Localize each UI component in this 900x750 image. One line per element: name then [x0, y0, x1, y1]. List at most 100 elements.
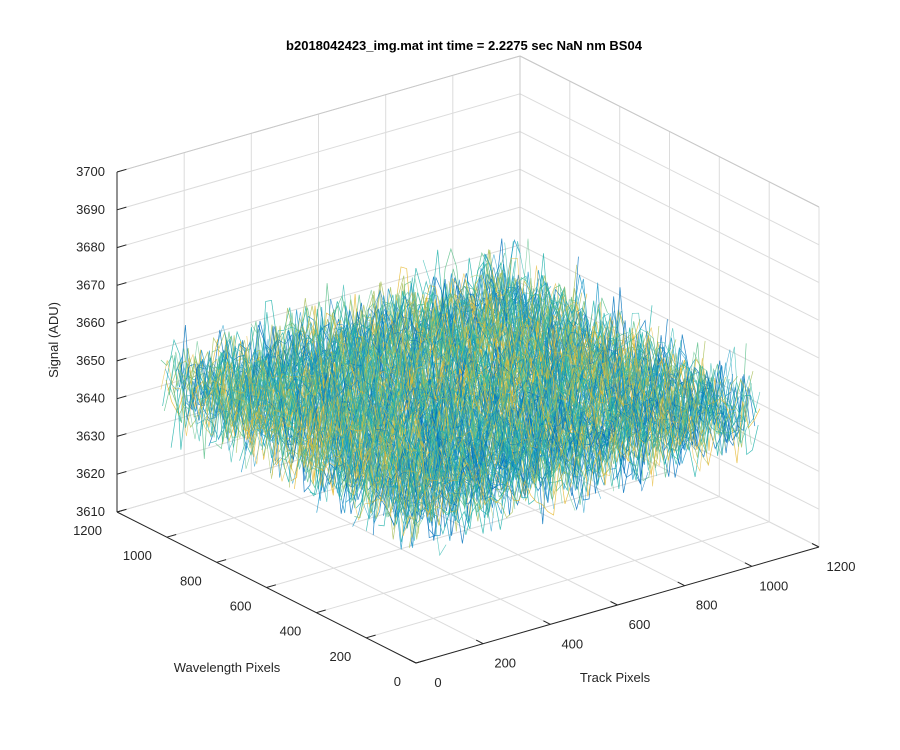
- surface-column-line: [169, 351, 425, 528]
- surface-column-line: [246, 335, 503, 496]
- x-tick-mark: [811, 543, 820, 548]
- surface-column-line: [293, 334, 550, 478]
- surface-column-line: [190, 364, 447, 557]
- x-tick-label: 0: [434, 675, 441, 690]
- z-tick-mark: [116, 471, 127, 475]
- y-tick-label: 1000: [123, 548, 152, 563]
- y-tick-mark: [366, 634, 376, 639]
- y-tick-mark: [316, 609, 326, 614]
- back-wall-grid-line-z: [116, 168, 521, 286]
- side-wall-grid-line-z: [519, 206, 820, 359]
- side-wall-grid-line-z: [519, 93, 820, 246]
- surface-row-line: [300, 321, 646, 473]
- z-tick-label: 3650: [76, 353, 105, 368]
- surface-column-line: [302, 326, 559, 478]
- z-tick-label: 3670: [76, 277, 105, 292]
- surface-column-line: [250, 323, 507, 488]
- surface-column-line: [371, 308, 627, 481]
- y-tick-label: 400: [280, 624, 302, 639]
- surface-column-line: [414, 275, 670, 452]
- z-tick-label: 3640: [76, 391, 105, 406]
- surface-column-line: [164, 367, 421, 522]
- surface-column-line: [203, 356, 460, 522]
- z-tick-label: 3610: [76, 504, 105, 519]
- x-tick-label: 400: [561, 636, 583, 651]
- z-tick-mark: [116, 508, 127, 513]
- surface-column-line: [285, 326, 541, 514]
- z-tick-label: 3690: [76, 202, 105, 217]
- chart-title: b2018042423_img.mat int time = 2.2275 se…: [286, 38, 643, 53]
- surface-row-line: [415, 397, 761, 526]
- z-tick-mark: [116, 357, 127, 362]
- surface-column-line: [500, 275, 756, 443]
- surface-column-line: [173, 362, 430, 525]
- surface-column-line: [199, 365, 455, 523]
- box-edge: [519, 55, 820, 208]
- z-tick-label: 3660: [76, 315, 105, 330]
- side-wall-grid-line-z: [519, 244, 820, 397]
- back-wall-grid-line-z: [116, 206, 521, 324]
- y-axis-label: Wavelength Pixels: [174, 660, 281, 675]
- x-tick-label: 1000: [759, 578, 788, 593]
- y-tick-label: 600: [230, 599, 252, 614]
- surface-column-line: [401, 286, 657, 477]
- surface-column-line: [242, 338, 498, 532]
- floor-grid-line-y: [316, 496, 720, 614]
- x-tick-label: 600: [629, 617, 651, 632]
- z-tick-mark: [116, 206, 127, 211]
- y-tick-mark: [166, 534, 177, 538]
- back-wall-grid-line-z: [116, 93, 521, 211]
- z-tick-mark: [116, 433, 127, 437]
- z-tick-label: 3700: [76, 164, 105, 179]
- y-tick-mark: [415, 659, 426, 664]
- z-tick-mark: [116, 168, 127, 173]
- x-tick-mark: [475, 639, 484, 645]
- surface-column-line: [470, 274, 726, 450]
- surface-column-line: [397, 292, 653, 459]
- y-tick-label: 1200: [73, 523, 102, 538]
- side-wall-grid-line-z: [519, 131, 820, 284]
- surface-column-line: [491, 257, 748, 426]
- y-tick-mark: [266, 584, 277, 588]
- surface-column-line: [160, 360, 417, 537]
- z-tick-mark: [116, 395, 127, 400]
- x-axis-label: Track Pixels: [580, 670, 651, 685]
- back-wall-grid-line-z: [116, 131, 521, 249]
- surface-column-line: [280, 312, 537, 503]
- surface-column-line: [487, 254, 743, 422]
- z-tick-label: 3620: [76, 466, 105, 481]
- z-tick-label: 3680: [76, 240, 105, 255]
- surface-row-line: [326, 348, 672, 502]
- surface-column-line: [366, 289, 623, 459]
- z-axis-label: Signal (ADU): [46, 302, 61, 378]
- box-edge: [116, 55, 521, 173]
- z-tick-label: 3630: [76, 428, 105, 443]
- floor-grid-line-y: [366, 521, 770, 639]
- surface-column-line: [225, 334, 481, 523]
- x-tick-label: 200: [494, 656, 516, 671]
- surface-column-line: [504, 241, 761, 444]
- y-tick-label: 0: [394, 674, 401, 689]
- z-tick-mark: [116, 244, 127, 249]
- y-tick-mark: [216, 559, 227, 563]
- surface-column-line: [315, 330, 572, 499]
- axes: [116, 168, 820, 664]
- x-tick-label: 800: [696, 598, 718, 613]
- x-tick-mark: [677, 581, 685, 587]
- surface-column-line: [379, 291, 636, 476]
- y-tick-label: 800: [180, 573, 202, 588]
- surface-column-line: [388, 296, 645, 467]
- floor-grid-line-y: [266, 471, 670, 588]
- z-tick-mark: [116, 319, 127, 324]
- y-tick-label: 200: [329, 649, 351, 664]
- x-tick-mark: [744, 562, 753, 567]
- x-tick-mark: [610, 601, 618, 606]
- surface-mesh: [160, 238, 761, 557]
- z-tick-mark: [116, 282, 127, 286]
- surface-column-line: [392, 294, 649, 492]
- x-tick-mark: [543, 620, 551, 625]
- x-tick-label: 1200: [827, 559, 856, 574]
- surface-column-line: [375, 313, 632, 463]
- tick-labels: 0 200 400 600 800 1000 1200 0 200 400 600 800 1000 12…: [73, 164, 855, 690]
